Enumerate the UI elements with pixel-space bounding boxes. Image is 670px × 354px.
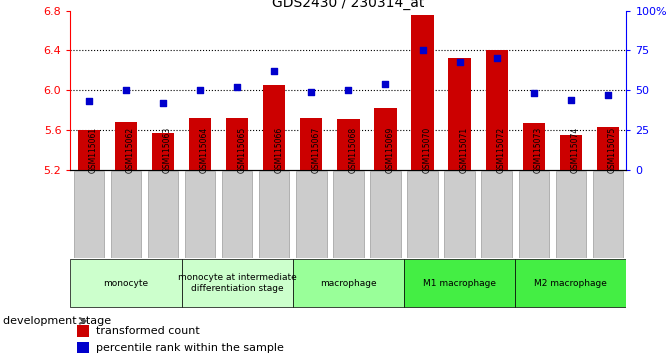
FancyBboxPatch shape bbox=[259, 171, 289, 257]
Bar bbox=[597, 127, 619, 170]
Point bbox=[529, 91, 539, 96]
Point bbox=[491, 56, 502, 61]
Bar bbox=[337, 119, 360, 170]
Text: GSM115071: GSM115071 bbox=[460, 126, 468, 172]
Bar bbox=[226, 118, 249, 170]
Text: GSM115069: GSM115069 bbox=[385, 126, 395, 172]
Bar bbox=[486, 51, 508, 170]
Text: GSM115061: GSM115061 bbox=[89, 126, 98, 172]
Bar bbox=[300, 118, 322, 170]
Text: GSM115068: GSM115068 bbox=[348, 126, 357, 172]
Point bbox=[343, 87, 354, 93]
FancyBboxPatch shape bbox=[515, 259, 626, 308]
Point bbox=[195, 87, 206, 93]
Bar bbox=[375, 108, 397, 170]
Text: GSM115073: GSM115073 bbox=[534, 126, 543, 172]
Bar bbox=[78, 130, 100, 170]
Text: GSM115066: GSM115066 bbox=[274, 126, 283, 172]
FancyBboxPatch shape bbox=[404, 259, 515, 308]
Point bbox=[84, 98, 94, 104]
FancyBboxPatch shape bbox=[111, 171, 141, 257]
FancyBboxPatch shape bbox=[407, 171, 438, 257]
FancyBboxPatch shape bbox=[182, 259, 293, 308]
FancyBboxPatch shape bbox=[371, 171, 401, 257]
Text: development stage: development stage bbox=[3, 316, 111, 326]
Bar bbox=[523, 123, 545, 170]
FancyBboxPatch shape bbox=[70, 259, 182, 308]
FancyBboxPatch shape bbox=[296, 171, 326, 257]
Point bbox=[380, 81, 391, 87]
Text: GSM115065: GSM115065 bbox=[237, 126, 246, 172]
Bar bbox=[411, 15, 433, 170]
Bar bbox=[77, 325, 89, 337]
Title: GDS2430 / 230314_at: GDS2430 / 230314_at bbox=[272, 0, 425, 10]
Text: monocyte at intermediate
differentiation stage: monocyte at intermediate differentiation… bbox=[178, 274, 297, 293]
Text: GSM115074: GSM115074 bbox=[571, 126, 580, 172]
Text: GSM115062: GSM115062 bbox=[126, 126, 135, 172]
FancyBboxPatch shape bbox=[148, 171, 178, 257]
Bar bbox=[152, 133, 174, 170]
Point bbox=[417, 47, 428, 53]
Text: M1 macrophage: M1 macrophage bbox=[423, 279, 496, 288]
Text: transformed count: transformed count bbox=[96, 326, 200, 336]
Bar bbox=[115, 122, 137, 170]
Bar bbox=[559, 135, 582, 170]
FancyBboxPatch shape bbox=[333, 171, 364, 257]
FancyBboxPatch shape bbox=[593, 171, 623, 257]
FancyBboxPatch shape bbox=[519, 171, 549, 257]
Text: GSM115070: GSM115070 bbox=[423, 126, 431, 172]
Point bbox=[121, 87, 131, 93]
Text: GSM115064: GSM115064 bbox=[200, 126, 209, 172]
Text: macrophage: macrophage bbox=[320, 279, 377, 288]
Bar bbox=[448, 58, 471, 170]
FancyBboxPatch shape bbox=[293, 259, 404, 308]
Point bbox=[306, 89, 317, 95]
FancyBboxPatch shape bbox=[222, 171, 253, 257]
FancyBboxPatch shape bbox=[482, 171, 512, 257]
Point bbox=[602, 92, 613, 98]
Text: GSM115072: GSM115072 bbox=[496, 126, 506, 172]
Point bbox=[565, 97, 576, 103]
Point bbox=[232, 84, 243, 90]
Bar bbox=[189, 118, 211, 170]
Point bbox=[454, 59, 465, 64]
FancyBboxPatch shape bbox=[185, 171, 215, 257]
Point bbox=[157, 100, 168, 106]
Bar bbox=[77, 342, 89, 353]
FancyBboxPatch shape bbox=[444, 171, 475, 257]
FancyBboxPatch shape bbox=[555, 171, 586, 257]
Text: percentile rank within the sample: percentile rank within the sample bbox=[96, 343, 283, 353]
Point bbox=[269, 68, 279, 74]
Text: monocyte: monocyte bbox=[103, 279, 149, 288]
FancyBboxPatch shape bbox=[74, 171, 104, 257]
Text: GSM115063: GSM115063 bbox=[163, 126, 172, 172]
Text: M2 macrophage: M2 macrophage bbox=[535, 279, 607, 288]
Bar bbox=[263, 85, 285, 170]
Text: GSM115075: GSM115075 bbox=[608, 126, 617, 172]
Text: GSM115067: GSM115067 bbox=[312, 126, 320, 172]
